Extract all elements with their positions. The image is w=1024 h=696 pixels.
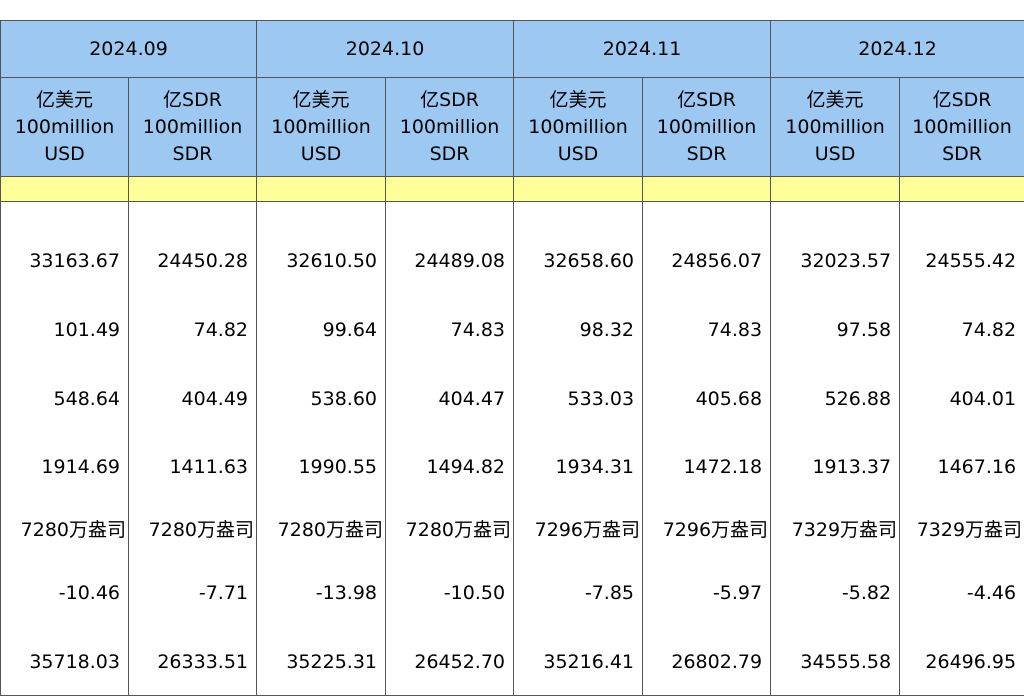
table-cell: -4.46 bbox=[900, 557, 1024, 628]
band-cell bbox=[643, 177, 771, 202]
table-cell: 32023.57 bbox=[771, 227, 900, 295]
band-cell bbox=[771, 177, 900, 202]
table-cell: 32658.60 bbox=[514, 227, 643, 295]
table-cell: 26452.70 bbox=[386, 628, 514, 696]
table-cell: 74.82 bbox=[900, 295, 1024, 365]
table-cell: -10.50 bbox=[386, 557, 514, 628]
table-cell: 7329万盎司 bbox=[900, 500, 1024, 557]
table-row: -10.46-7.71-13.98-10.50-7.85-5.97-5.82-4… bbox=[1, 557, 1024, 628]
table-cell: 1467.16 bbox=[900, 433, 1024, 500]
table-cell: 7296万盎司 bbox=[643, 500, 771, 557]
table-cell: 7296万盎司 bbox=[514, 500, 643, 557]
table-cell: 404.01 bbox=[900, 365, 1024, 433]
table-cell: 98.32 bbox=[514, 295, 643, 365]
table-cell: -5.82 bbox=[771, 557, 900, 628]
table-cell: 7280万盎司 bbox=[129, 500, 257, 557]
month-header: 2024.10 bbox=[257, 21, 514, 78]
table-cell: 74.83 bbox=[386, 295, 514, 365]
table-cell: -13.98 bbox=[257, 557, 386, 628]
spacer-cell bbox=[514, 202, 643, 228]
table-cell: 99.64 bbox=[257, 295, 386, 365]
table-cell: 548.64 bbox=[1, 365, 129, 433]
spacer-cell bbox=[900, 202, 1024, 228]
table-cell: 24856.07 bbox=[643, 227, 771, 295]
spacer-cell bbox=[129, 202, 257, 228]
band-cell bbox=[900, 177, 1024, 202]
table-cell: 34555.58 bbox=[771, 628, 900, 696]
table-cell: 538.60 bbox=[257, 365, 386, 433]
table-cell: 35216.41 bbox=[514, 628, 643, 696]
table-cell: 97.58 bbox=[771, 295, 900, 365]
table-cell: 1990.55 bbox=[257, 433, 386, 500]
month-header: 2024.11 bbox=[514, 21, 771, 78]
table-cell: 7280万盎司 bbox=[257, 500, 386, 557]
month-header-row: 2024.09 2024.10 2024.11 2024.12 bbox=[1, 21, 1024, 78]
table-cell: 1411.63 bbox=[129, 433, 257, 500]
table-cell: 1913.37 bbox=[771, 433, 900, 500]
table-cell: 32610.50 bbox=[257, 227, 386, 295]
table-cell: 1494.82 bbox=[386, 433, 514, 500]
table-cell: 101.49 bbox=[1, 295, 129, 365]
yellow-band-row bbox=[1, 177, 1024, 202]
band-cell bbox=[514, 177, 643, 202]
table-cell: 26802.79 bbox=[643, 628, 771, 696]
table-cell: 35225.31 bbox=[257, 628, 386, 696]
table-cell: 7280万盎司 bbox=[1, 500, 129, 557]
table-cell: 24489.08 bbox=[386, 227, 514, 295]
table-cell: -5.97 bbox=[643, 557, 771, 628]
table-cell: 404.49 bbox=[129, 365, 257, 433]
band-cell bbox=[257, 177, 386, 202]
table-cell: 24450.28 bbox=[129, 227, 257, 295]
spacer-cell bbox=[386, 202, 514, 228]
month-header: 2024.12 bbox=[771, 21, 1024, 78]
table-cell: -10.46 bbox=[1, 557, 129, 628]
table-cell: 7329万盎司 bbox=[771, 500, 900, 557]
band-cell bbox=[129, 177, 257, 202]
spacer-cell bbox=[771, 202, 900, 228]
table-cell: 526.88 bbox=[771, 365, 900, 433]
spacer-row bbox=[1, 202, 1024, 228]
table-cell: 1914.69 bbox=[1, 433, 129, 500]
month-header: 2024.09 bbox=[1, 21, 257, 78]
spacer-cell bbox=[257, 202, 386, 228]
band-cell bbox=[386, 177, 514, 202]
table-cell: 24555.42 bbox=[900, 227, 1024, 295]
table-cell: -7.71 bbox=[129, 557, 257, 628]
table-cell: 7280万盎司 bbox=[386, 500, 514, 557]
table-cell: 1934.31 bbox=[514, 433, 643, 500]
spacer-cell bbox=[643, 202, 771, 228]
table-cell: 35718.03 bbox=[1, 628, 129, 696]
table-cell: 33163.67 bbox=[1, 227, 129, 295]
table-cell: 533.03 bbox=[514, 365, 643, 433]
table-cell: -7.85 bbox=[514, 557, 643, 628]
spacer-cell bbox=[1, 202, 129, 228]
table-cell: 1472.18 bbox=[643, 433, 771, 500]
band-cell bbox=[1, 177, 129, 202]
table-cell: 74.83 bbox=[643, 295, 771, 365]
table-cell: 404.47 bbox=[386, 365, 514, 433]
table-cell: 26333.51 bbox=[129, 628, 257, 696]
table-cell: 74.82 bbox=[129, 295, 257, 365]
table-cell: 26496.95 bbox=[900, 628, 1024, 696]
table-cell: 405.68 bbox=[643, 365, 771, 433]
